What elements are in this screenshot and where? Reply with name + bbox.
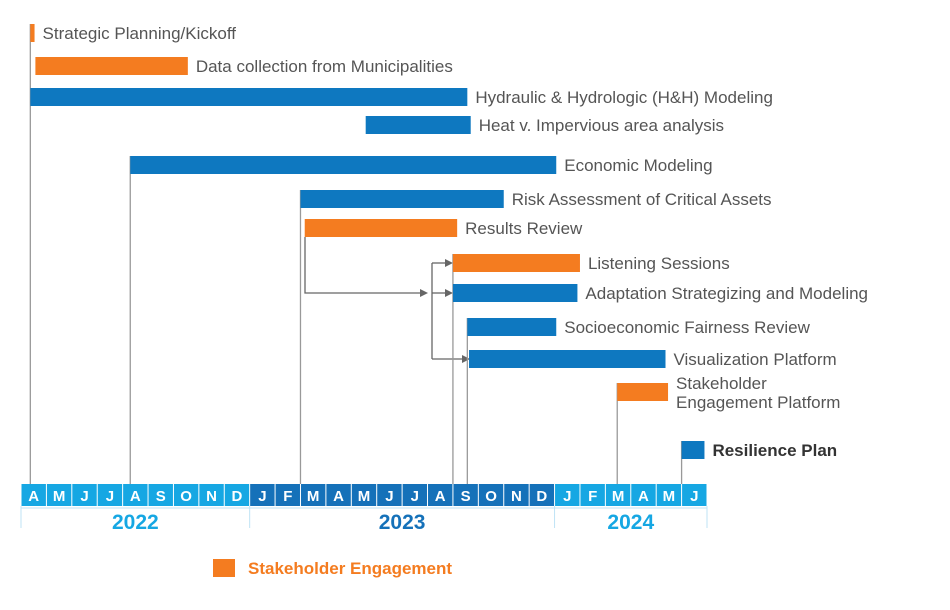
task-label: Hydraulic & Hydrologic (H&H) Modeling bbox=[475, 88, 773, 107]
month-cell bbox=[656, 484, 682, 506]
task-label: Results Review bbox=[465, 219, 583, 238]
arrowheads bbox=[420, 259, 470, 363]
task-label: Economic Modeling bbox=[564, 156, 712, 175]
month-label: J bbox=[690, 488, 698, 505]
month-label: F bbox=[588, 488, 597, 505]
month-cell bbox=[377, 484, 402, 506]
month-cell bbox=[250, 484, 275, 506]
month-label: J bbox=[258, 488, 266, 505]
task-bar bbox=[130, 156, 557, 174]
task-bar bbox=[617, 383, 669, 401]
month-cell bbox=[123, 484, 148, 506]
month-cell bbox=[402, 484, 428, 506]
task-bar bbox=[469, 350, 666, 368]
month-cell bbox=[326, 484, 351, 506]
task-label: Socioeconomic Fairness Review bbox=[564, 318, 810, 337]
legend-label: Stakeholder Engagement bbox=[248, 559, 452, 578]
month-cell bbox=[148, 484, 173, 506]
task-label: Data collection from Municipalities bbox=[196, 57, 453, 76]
month-label: A bbox=[435, 488, 446, 505]
month-cell bbox=[453, 484, 478, 506]
month-label: O bbox=[180, 488, 192, 505]
month-label: N bbox=[206, 488, 217, 505]
task-label: Resilience Plan bbox=[712, 441, 837, 460]
task-bar bbox=[35, 57, 188, 75]
month-cell bbox=[199, 484, 224, 506]
month-label: J bbox=[80, 488, 88, 505]
legend-swatch bbox=[213, 559, 235, 577]
month-label: O bbox=[485, 488, 497, 505]
task-bar bbox=[30, 88, 468, 106]
month-cell bbox=[478, 484, 504, 506]
month-label: S bbox=[461, 488, 471, 505]
task-bar bbox=[452, 284, 578, 302]
month-label: J bbox=[385, 488, 393, 505]
month-label: A bbox=[28, 488, 39, 505]
month-cell bbox=[224, 484, 250, 506]
month-label: J bbox=[411, 488, 419, 505]
month-cell bbox=[300, 484, 326, 506]
month-cell bbox=[682, 484, 707, 506]
task-bar bbox=[300, 190, 504, 208]
legend: Stakeholder Engagement bbox=[213, 559, 452, 578]
month-cell bbox=[72, 484, 97, 506]
month-label: A bbox=[130, 488, 141, 505]
task-label: Strategic Planning/Kickoff bbox=[43, 24, 237, 43]
task-label: Visualization Platform bbox=[674, 350, 837, 369]
month-label: J bbox=[563, 488, 571, 505]
month-label: M bbox=[663, 488, 676, 505]
month-cell bbox=[580, 484, 605, 506]
task-label: Stakeholder Engagement Platform bbox=[676, 374, 840, 412]
month-cell bbox=[555, 484, 580, 506]
month-cell bbox=[504, 484, 529, 506]
month-label: J bbox=[106, 488, 114, 505]
month-label: D bbox=[536, 488, 547, 505]
task-label: Risk Assessment of Critical Assets bbox=[512, 190, 772, 209]
task-label: Listening Sessions bbox=[588, 254, 730, 273]
dependency-connectors bbox=[304, 237, 465, 360]
month-label: S bbox=[156, 488, 166, 505]
task-bar bbox=[304, 219, 458, 237]
month-cell bbox=[351, 484, 377, 506]
month-label: F bbox=[283, 488, 292, 505]
task-bar bbox=[365, 116, 471, 134]
month-label: M bbox=[358, 488, 371, 505]
month-label: N bbox=[511, 488, 522, 505]
month-cell bbox=[631, 484, 656, 506]
task-label: Heat v. Impervious area analysis bbox=[479, 116, 724, 135]
month-label: M bbox=[612, 488, 625, 505]
month-cell bbox=[428, 484, 453, 506]
month-cell bbox=[605, 484, 631, 506]
month-cell bbox=[173, 484, 199, 506]
task-bar bbox=[452, 254, 580, 272]
task-bar bbox=[30, 24, 35, 42]
task-label: Adaptation Strategizing and Modeling bbox=[585, 284, 868, 303]
month-label: M bbox=[53, 488, 66, 505]
task-bar bbox=[467, 318, 557, 336]
year-label: 2022 bbox=[112, 511, 159, 534]
task-bar bbox=[681, 441, 705, 459]
month-cell bbox=[529, 484, 555, 506]
month-cell bbox=[21, 484, 46, 506]
year-label: 2023 bbox=[379, 511, 426, 534]
month-label: A bbox=[333, 488, 344, 505]
year-label: 2024 bbox=[607, 511, 654, 534]
month-cell bbox=[275, 484, 300, 506]
month-label: D bbox=[232, 488, 243, 505]
month-label: A bbox=[638, 488, 649, 505]
month-cell bbox=[46, 484, 72, 506]
month-label: M bbox=[307, 488, 320, 505]
month-cell bbox=[97, 484, 123, 506]
